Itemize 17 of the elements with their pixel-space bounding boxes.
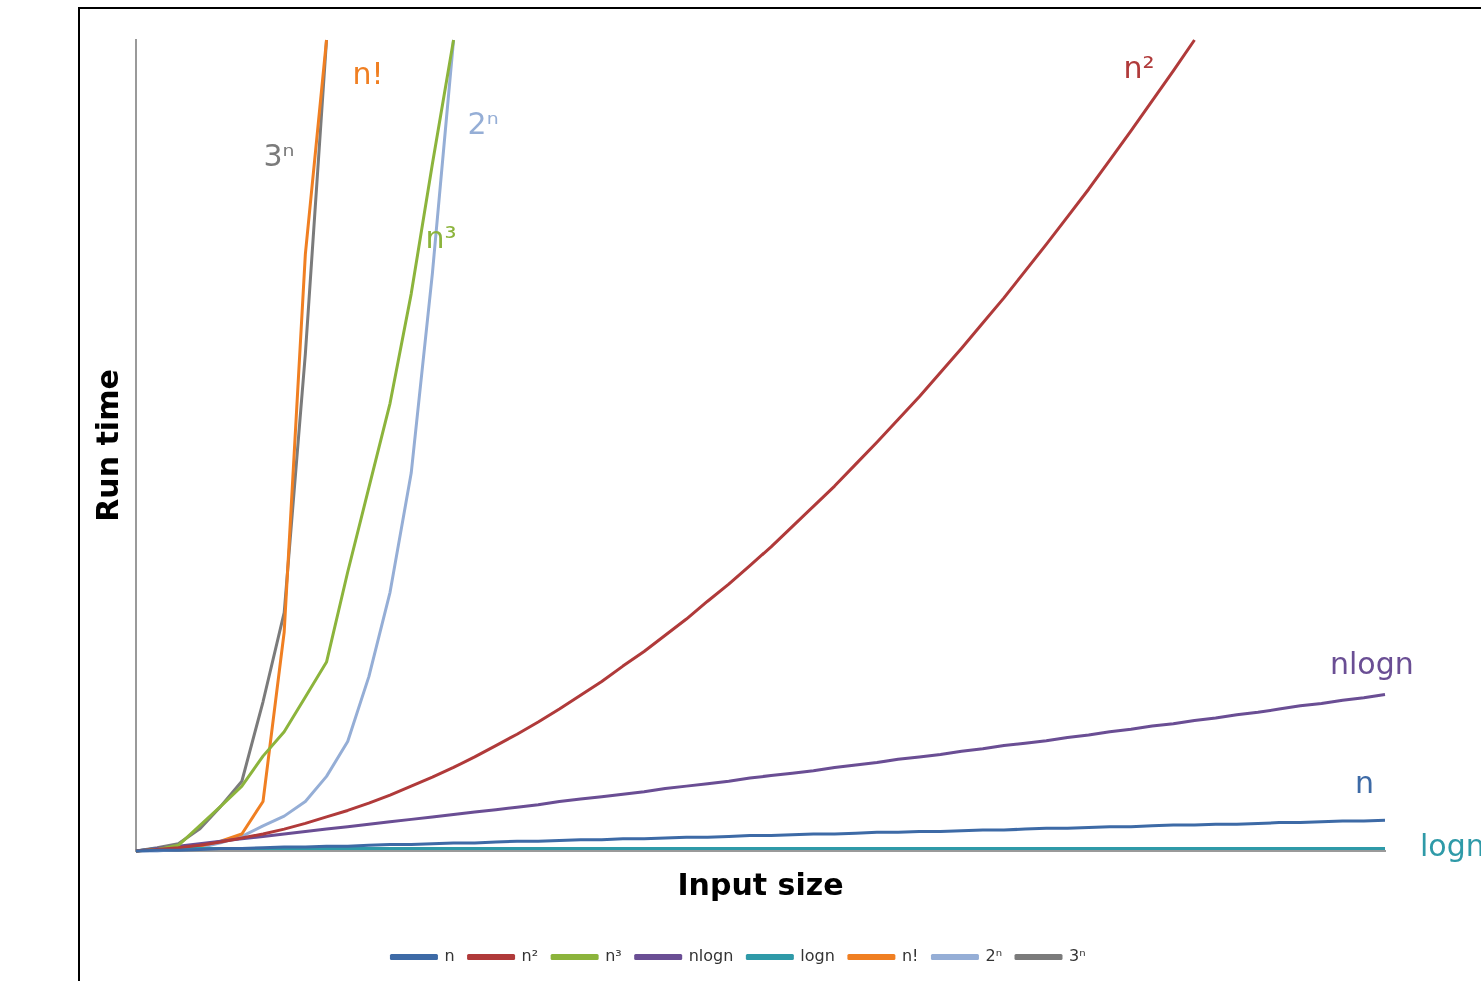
legend-label: n³ [605,946,622,966]
text: n² [1123,49,1155,85]
legend-label: 3ⁿ [1069,946,1086,966]
legend-label: n² [521,946,539,966]
text: n! [352,55,384,91]
legend-label: n [444,946,455,966]
text: n³ [425,219,457,255]
x-axis-title: Input size [677,866,844,902]
text: 3ⁿ [263,137,295,173]
text: n [1355,764,1375,800]
legend-label: logn [800,946,835,966]
legend-label: n! [901,946,919,966]
y-axis-title: Run time [89,369,125,522]
text: nlogn [1330,646,1414,682]
text: 2ⁿ [467,105,499,141]
legend-label: 2ⁿ [985,946,1003,966]
legend-label: nlogn [688,946,734,966]
